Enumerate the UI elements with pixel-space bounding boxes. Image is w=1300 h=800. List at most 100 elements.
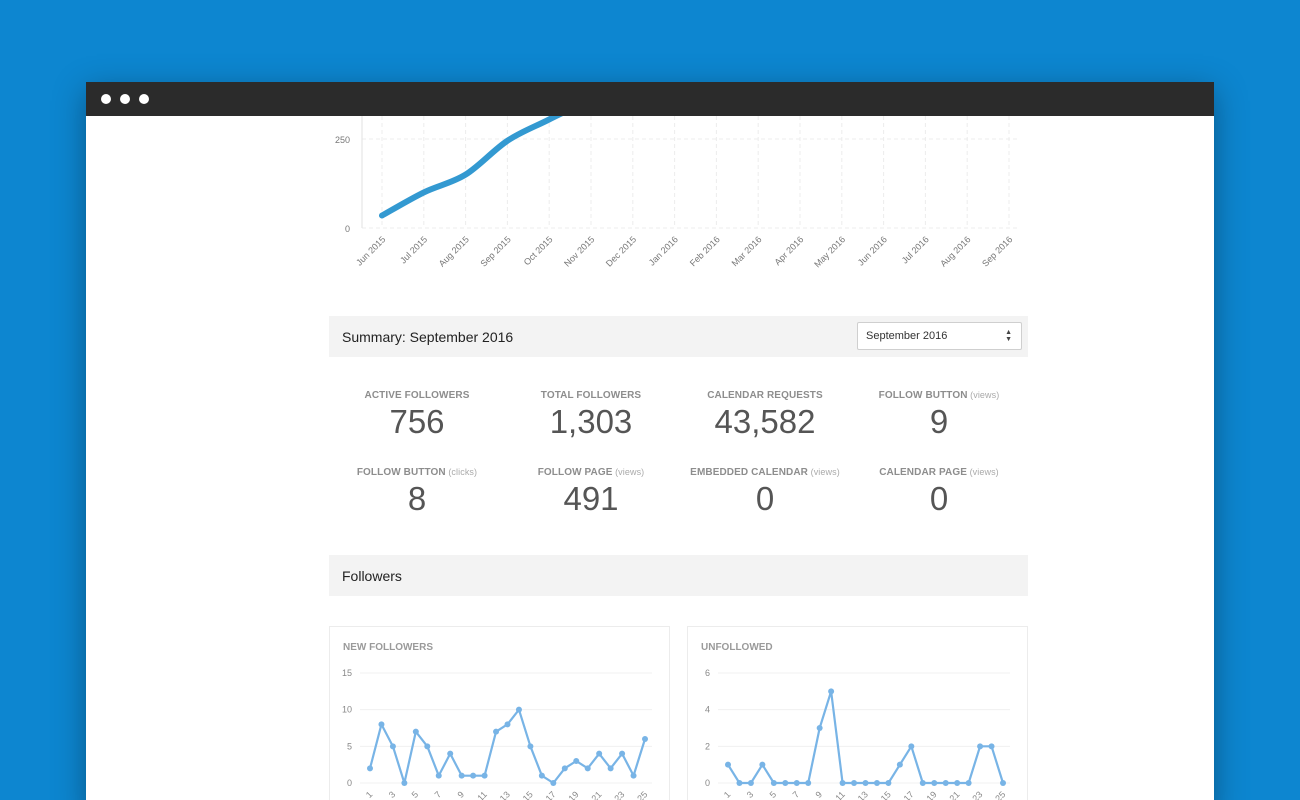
main-chart-x-tick: Mar 2016 [730,234,764,268]
new-followers-point [607,765,614,772]
unfollowed-y-tick: 0 [705,778,710,788]
new-followers-point [401,780,408,786]
new-followers-y-tick: 0 [347,778,352,788]
main-chart-x-tick: Jun 2015 [354,234,387,267]
unfollowed-point [954,780,961,786]
main-chart-x-tick: May 2016 [812,234,847,269]
stat-value: 8 [407,480,427,517]
stat-value: 1,303 [549,403,633,440]
new-followers-point [550,780,557,786]
stat-label: ACTIVE FOLLOWERS [364,390,470,401]
new-followers-y-tick: 15 [342,668,352,678]
unfollowed-x-tick: 3 [745,789,756,800]
stat-label-qualifier: (views) [612,467,645,477]
new-followers-point [378,721,385,728]
select-arrows-icon: ▲ ▼ [1005,329,1012,343]
stat-label: TOTAL FOLLOWERS [540,390,642,401]
new-followers-point [619,750,626,757]
stat-item: FOLLOW PAGE (views) 491 [504,467,678,518]
new-followers-point [515,706,522,713]
unfollowed-x-tick: 23 [970,789,984,800]
new-followers-point [630,772,637,779]
new-followers-x-tick: 1 [364,789,375,800]
new-followers-card: 0 5 10 15 1 3 5 7 9 11 13 15 17 19 21 23 25 NEW FOLLOWER… [329,626,670,800]
unfollowed-point [919,780,926,786]
unfollowed-point [747,780,754,786]
new-followers-point [538,772,545,779]
stat-item: TOTAL FOLLOWERS 1,303 [504,390,678,441]
main-chart-x-tick: Dec 2015 [604,234,638,268]
unfollowed-point [736,780,743,786]
window-minimize-dot[interactable] [120,94,130,104]
unfollowed-x-tick: 7 [791,789,802,800]
main-chart-x-tick: Aug 2016 [938,234,972,268]
unfollowed-point [725,761,731,768]
stat-item: FOLLOW BUTTON (views) 9 [852,390,1026,441]
new-followers-point [493,728,500,735]
stat-label: FOLLOW PAGE (views) [537,467,645,478]
main-chart-x-tick: Sep 2015 [478,234,512,268]
unfollowed-y-tick: 6 [705,668,710,678]
unfollowed-title: UNFOLLOWED [701,642,773,653]
main-chart-x-tick: Sep 2016 [980,234,1014,268]
unfollowed-point [885,780,892,786]
unfollowed-point [873,780,880,786]
stat-label-qualifier: (views) [967,390,1000,400]
new-followers-y-tick: 10 [342,705,352,715]
main-chart-x-tick: Nov 2015 [562,234,596,268]
unfollowed-card: 0 2 4 6 1 3 5 7 9 11 13 15 17 19 21 23 25 UNFOLLOWED [687,626,1028,800]
window-titlebar [86,82,1214,116]
new-followers-title: NEW FOLLOWERS [343,642,433,653]
main-chart-x-tick: Oct 2015 [522,234,555,267]
new-followers-point [584,765,591,772]
stat-item: EMBEDDED CALENDAR (views) 0 [678,467,852,518]
unfollowed-x-tick: 17 [902,789,916,800]
main-chart-series-line [379,116,564,219]
new-followers-x-tick: 11 [475,789,489,800]
new-followers-point [642,736,648,742]
new-followers-point [481,772,488,779]
stat-value: 491 [563,480,619,517]
unfollowed-y-tick: 4 [705,705,710,715]
unfollowed-point [896,761,903,768]
unfollowed-point [1000,780,1006,786]
month-select-value: September 2016 [866,330,948,342]
new-followers-point [573,758,580,764]
unfollowed-y-tick: 2 [705,741,710,751]
stat-item: FOLLOW BUTTON (clicks) 8 [330,467,504,518]
unfollowed-point [931,780,938,786]
unfollowed-x-tick: 15 [879,789,893,800]
unfollowed-x-tick: 5 [768,789,779,800]
unfollowed-point [816,725,823,731]
new-followers-point [458,772,465,779]
new-followers-point [435,772,442,779]
main-chart-x-tick: Aug 2015 [437,234,471,268]
new-followers-x-tick: 19 [567,789,581,800]
stat-item: ACTIVE FOLLOWERS 756 [330,390,504,441]
unfollowed-point [988,743,995,750]
stat-item: CALENDAR REQUESTS 43,582 [678,390,852,441]
new-followers-x-tick: 17 [544,789,558,800]
window-close-dot[interactable] [101,94,111,104]
followers-title: Followers [342,567,402,584]
unfollowed-point [828,688,835,695]
stat-label-qualifier: (views) [966,467,999,477]
new-followers-x-tick: 5 [410,789,421,800]
unfollowed-point [839,780,846,786]
stat-value: 756 [389,403,445,440]
window-maximize-dot[interactable] [139,94,149,104]
summary-header: Summary: September 2016 September 2016 ▲… [329,316,1028,357]
stat-label: CALENDAR REQUESTS [707,390,823,401]
new-followers-x-tick: 7 [433,789,444,800]
stat-value: 0 [929,480,949,517]
new-followers-x-tick: 25 [635,789,649,800]
month-select[interactable]: September 2016 ▲ ▼ [857,322,1022,350]
new-followers-point [596,750,603,757]
stat-label: EMBEDDED CALENDAR (views) [690,467,840,478]
main-chart-y-tick: 250 [335,135,350,145]
unfollowed-series-line [727,690,1005,785]
